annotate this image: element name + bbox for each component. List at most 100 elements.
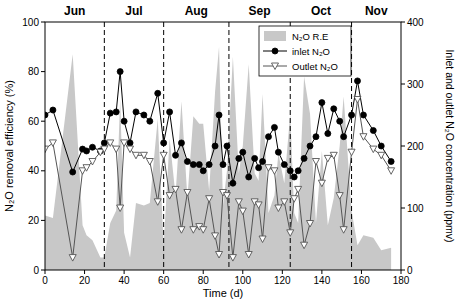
x-axis-label: Time (d)	[203, 287, 244, 299]
marker	[340, 227, 347, 234]
marker	[196, 162, 202, 168]
marker	[301, 155, 307, 161]
marker	[287, 230, 294, 237]
marker	[154, 199, 161, 206]
period-label: Aug	[185, 4, 208, 18]
y2-tick-label: 400	[407, 17, 424, 28]
y-tick	[41, 121, 45, 122]
marker	[236, 155, 242, 161]
marker	[307, 143, 313, 149]
marker	[45, 146, 49, 153]
marker	[107, 110, 113, 116]
legend-label: Outlet N₂O	[292, 61, 338, 72]
marker	[313, 134, 319, 140]
legend-swatch	[264, 31, 286, 41]
marker	[330, 152, 337, 159]
marker	[141, 112, 147, 118]
marker	[295, 186, 302, 193]
y2-tick	[401, 22, 405, 23]
y-tick-label: 80	[28, 66, 40, 77]
marker	[281, 162, 287, 168]
marker	[147, 118, 153, 124]
marker	[331, 106, 337, 112]
x-tick-label: 120	[274, 275, 291, 286]
marker	[121, 140, 128, 147]
marker	[235, 199, 242, 206]
marker	[291, 196, 298, 203]
marker	[319, 100, 325, 106]
marker	[161, 140, 167, 146]
marker	[178, 227, 185, 234]
marker	[341, 134, 347, 140]
marker	[140, 152, 147, 159]
x-tick	[321, 270, 322, 274]
marker	[337, 118, 343, 124]
marker	[354, 78, 360, 84]
legend: N₂O R.Einlet N₂OOutlet N₂O	[259, 26, 351, 76]
x-tick	[242, 270, 243, 274]
marker	[265, 134, 271, 140]
x-tick-label: 180	[393, 275, 410, 286]
marker	[272, 48, 278, 54]
line	[45, 100, 391, 258]
y2-tick-label: 300	[407, 79, 424, 90]
marker	[101, 146, 108, 153]
chart: 0204060801001201401601800204060801000100…	[0, 0, 459, 299]
marker	[287, 168, 293, 174]
marker	[216, 112, 222, 118]
marker	[245, 252, 252, 259]
marker	[160, 152, 167, 159]
marker	[216, 252, 223, 259]
marker	[239, 208, 246, 215]
marker	[173, 152, 179, 158]
marker	[301, 242, 308, 249]
x-tick-label: 60	[158, 275, 170, 286]
y2-axis-label: Inlet and outlet N₂O concentration (ppmv…	[444, 49, 456, 242]
x-tick-label: 40	[119, 275, 131, 286]
marker	[370, 146, 377, 153]
marker	[360, 112, 366, 118]
area	[45, 47, 391, 270]
y-tick	[41, 71, 45, 72]
legend-label: N₂O R.E	[292, 31, 328, 42]
marker	[240, 149, 246, 155]
y2-tick	[401, 208, 405, 209]
marker	[117, 205, 124, 212]
marker	[200, 227, 207, 234]
y-tick	[41, 270, 45, 271]
x-tick	[203, 270, 204, 274]
marker	[132, 152, 139, 159]
marker	[354, 97, 361, 104]
marker	[69, 255, 76, 262]
marker	[295, 168, 301, 174]
y2-tick	[401, 270, 405, 271]
marker	[113, 109, 119, 115]
x-tick	[401, 270, 402, 274]
x-tick-label: 80	[198, 275, 210, 286]
marker	[246, 174, 252, 180]
marker	[167, 109, 173, 115]
y2-tick-label: 100	[407, 203, 424, 214]
marker	[275, 149, 281, 155]
legend-box	[259, 26, 351, 76]
marker	[318, 180, 325, 187]
marker	[89, 144, 95, 150]
x-tick-label: 20	[79, 275, 91, 286]
y-tick-label: 20	[28, 215, 40, 226]
marker	[259, 236, 266, 243]
period-label: Oct	[311, 4, 331, 18]
marker	[83, 165, 90, 172]
marker	[190, 162, 196, 168]
marker	[307, 221, 314, 228]
marker	[172, 186, 179, 193]
marker	[271, 168, 278, 175]
marker	[117, 69, 123, 75]
period-label: Nov	[365, 4, 388, 18]
y-tick-label: 100	[22, 17, 39, 28]
marker	[70, 169, 76, 175]
marker	[360, 134, 367, 141]
marker	[388, 168, 395, 175]
marker	[212, 233, 219, 240]
marker	[184, 159, 190, 165]
period-label: Jun	[64, 4, 85, 18]
